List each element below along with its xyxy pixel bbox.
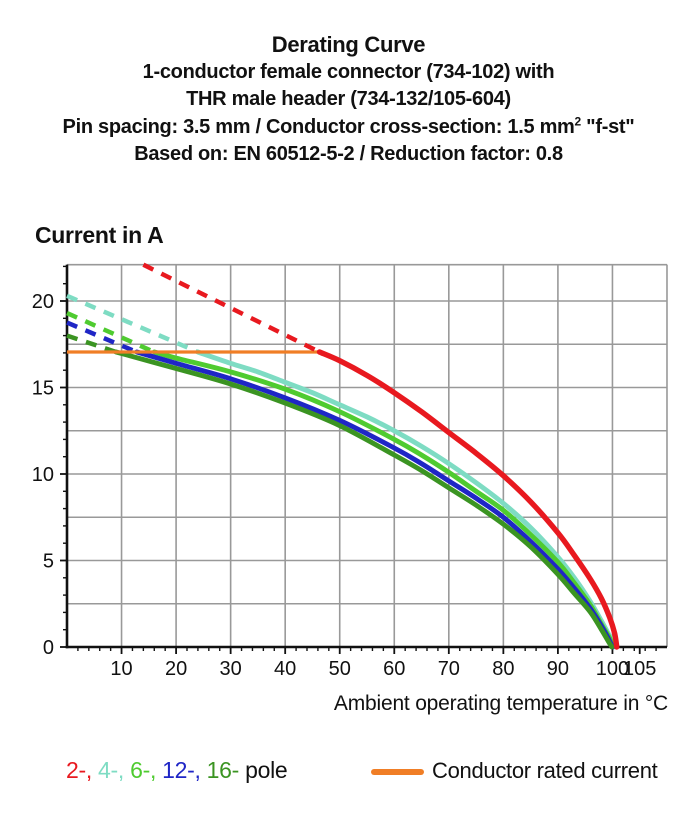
x-tick-label: 30: [220, 658, 242, 680]
x-tick-label: 50: [329, 658, 351, 680]
legend-pole-6: 6-,: [130, 757, 157, 783]
x-tick-label: 90: [547, 658, 569, 680]
x-tick-label: 105: [623, 658, 656, 680]
rated-current-label: Conductor rated current: [432, 758, 658, 783]
chart-title: Derating Curve: [271, 32, 426, 57]
legend-pole-4: 4-,: [98, 757, 124, 783]
x-axis-title: Ambient operating temperature in °C: [333, 692, 668, 715]
curve-16-pole-dashed: [66, 333, 117, 355]
curve-12-pole-solid: [134, 349, 615, 650]
curve-6-pole-solid: [151, 349, 616, 650]
curve-2-pole-dashed: [142, 262, 321, 355]
curve-16-pole-solid: [113, 349, 615, 650]
chart-header: Derating Curve 1-conductor female connec…: [0, 31, 697, 169]
chart-subtitle-line-2: THR male header (734-132/105-604): [186, 88, 511, 110]
y-tick-label: 15: [32, 378, 54, 400]
curve-6-pole-dashed: [66, 311, 156, 355]
y-tick-label: 10: [32, 464, 54, 486]
chart-subtitle-line-3: Pin spacing: 3.5 mm / Conductor cross-se…: [62, 113, 635, 138]
y-tick-label: 5: [43, 551, 54, 573]
y-tick-label: 0: [43, 637, 54, 659]
x-tick-label: 80: [492, 658, 514, 680]
x-tick-label: 40: [274, 658, 296, 680]
curve-2-pole-solid: [316, 349, 620, 650]
curve-12-pole-dashed: [66, 320, 138, 355]
y-axis-title: Current in A: [35, 222, 164, 248]
legend-pole-2: 2-,: [66, 757, 92, 783]
chart-subtitle-line-1: 1-conductor female connector (734-102) w…: [142, 60, 555, 83]
rated-current-swatch: [371, 769, 424, 775]
y-tick-label: 20: [32, 291, 54, 313]
curve-4-pole-dashed: [66, 293, 199, 355]
legend-pole-12: 12-,: [162, 757, 201, 783]
x-tick-label: 60: [383, 658, 405, 680]
chart-subtitle-line-4: Based on: EN 60512-5-2 / Reduction facto…: [134, 143, 563, 165]
superscript-2: 2: [574, 113, 582, 128]
legend-pole-suffix: pole: [245, 757, 288, 783]
x-tick-label: 70: [438, 658, 460, 680]
x-tick-label: 10: [110, 658, 132, 680]
legend-pole-16: 16-: [206, 757, 240, 783]
legend-poles: 2-, 4-, 6-, 12-, 16- pole: [66, 757, 288, 784]
x-tick-label: 20: [165, 658, 187, 680]
x-tick-label: 100: [596, 658, 629, 680]
